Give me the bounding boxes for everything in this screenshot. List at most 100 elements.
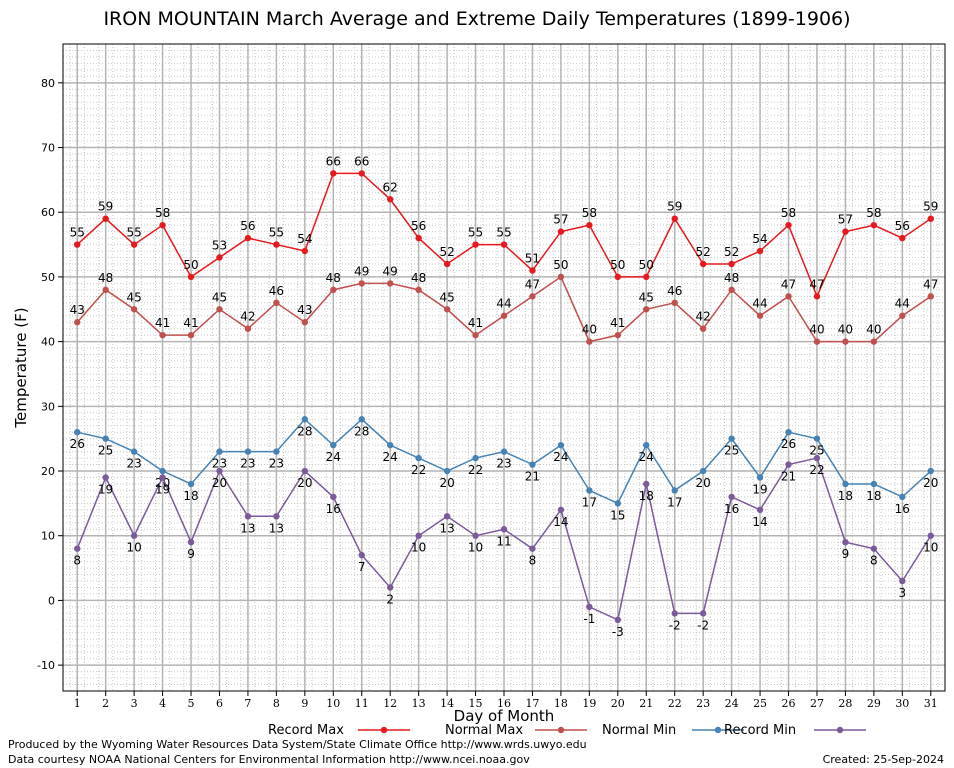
data-point	[813, 454, 821, 462]
data-label: 18	[866, 489, 881, 503]
data-label: 19	[98, 482, 113, 496]
data-point	[614, 273, 622, 281]
legend-marker	[836, 726, 844, 734]
x-tick-label: 25	[753, 697, 767, 710]
y-tick-label: 10	[41, 530, 55, 543]
data-point	[301, 416, 309, 423]
x-tick-label: 27	[810, 697, 824, 710]
legend-marker	[557, 726, 565, 734]
data-label: 10	[126, 541, 141, 555]
y-axis-title: Temperature (F)	[12, 307, 30, 428]
data-point	[785, 429, 792, 436]
data-label: 26	[70, 437, 85, 451]
data-point	[330, 441, 337, 449]
data-point	[586, 603, 593, 611]
data-point	[244, 513, 252, 520]
data-point	[74, 545, 81, 552]
data-label: 58	[582, 206, 597, 220]
data-point	[415, 532, 422, 539]
data-label: 24	[326, 450, 341, 464]
y-tick-label: 0	[48, 594, 55, 607]
data-point	[899, 493, 906, 501]
data-point	[842, 538, 849, 546]
x-tick-label: 13	[412, 697, 426, 710]
data-label: 41	[468, 316, 483, 330]
data-point	[187, 538, 195, 546]
data-label: 25	[98, 444, 113, 458]
data-label: 48	[98, 271, 113, 285]
data-label: 46	[667, 284, 682, 298]
x-tick-label: 12	[383, 697, 397, 710]
data-point	[358, 280, 365, 287]
data-label: 59	[98, 200, 113, 214]
data-point	[443, 260, 451, 268]
data-label: 22	[468, 463, 483, 477]
data-label: 18	[183, 489, 198, 503]
data-label: 16	[326, 502, 341, 516]
data-label: 50	[639, 258, 654, 272]
x-tick-label: 1	[74, 697, 81, 710]
data-point	[102, 286, 109, 294]
data-label: 18	[838, 489, 853, 503]
data-point	[74, 319, 81, 326]
data-label: 18	[639, 489, 654, 503]
data-point	[813, 435, 821, 442]
data-point	[386, 441, 394, 449]
data-label: 45	[126, 290, 141, 304]
data-label: -1	[583, 612, 595, 626]
data-label: 49	[383, 264, 398, 278]
data-point	[756, 474, 764, 481]
data-point	[586, 338, 593, 345]
data-label: 47	[781, 277, 796, 291]
data-label: 66	[354, 154, 369, 168]
data-label: 41	[183, 316, 198, 330]
data-point	[870, 545, 878, 552]
data-point	[529, 293, 536, 300]
x-tick-label: 10	[326, 697, 340, 710]
x-tick-label: 17	[525, 697, 539, 710]
data-label: 41	[610, 316, 625, 330]
data-point	[699, 467, 707, 475]
x-tick-label: 24	[725, 697, 739, 710]
data-point	[358, 170, 365, 177]
data-point	[927, 215, 934, 222]
x-tick-label: 19	[582, 697, 596, 710]
data-point	[870, 480, 878, 488]
data-label: 43	[70, 303, 85, 317]
data-label: 52	[439, 245, 454, 259]
legend-label: Normal Min	[602, 723, 676, 738]
data-label: 10	[923, 541, 938, 555]
data-label: 22	[411, 463, 426, 477]
x-tick-label: 26	[782, 697, 796, 710]
data-point	[74, 241, 81, 248]
data-label: -2	[669, 618, 681, 632]
data-point	[159, 221, 166, 229]
data-point	[785, 221, 792, 229]
data-label: 55	[468, 226, 483, 240]
data-label: 54	[752, 232, 767, 246]
data-point	[899, 234, 906, 242]
data-point	[415, 234, 422, 242]
data-point	[330, 286, 337, 294]
data-label: 52	[724, 245, 739, 259]
data-point	[102, 435, 109, 442]
x-tick-label: 14	[440, 697, 454, 710]
data-label: 45	[212, 290, 227, 304]
data-point	[330, 170, 337, 177]
data-point	[159, 474, 166, 481]
data-label: 20	[696, 476, 711, 490]
data-label: 51	[525, 251, 540, 265]
data-point	[130, 448, 138, 455]
data-point	[643, 306, 650, 313]
data-point	[699, 610, 707, 617]
data-label: 24	[639, 450, 654, 464]
data-label: 45	[439, 290, 454, 304]
data-label: 44	[895, 297, 910, 311]
data-point	[386, 584, 394, 591]
data-point	[927, 532, 934, 539]
data-point	[813, 293, 821, 300]
data-label: 47	[809, 277, 824, 291]
data-point	[472, 241, 479, 248]
data-point	[443, 513, 451, 520]
data-point	[472, 532, 479, 539]
